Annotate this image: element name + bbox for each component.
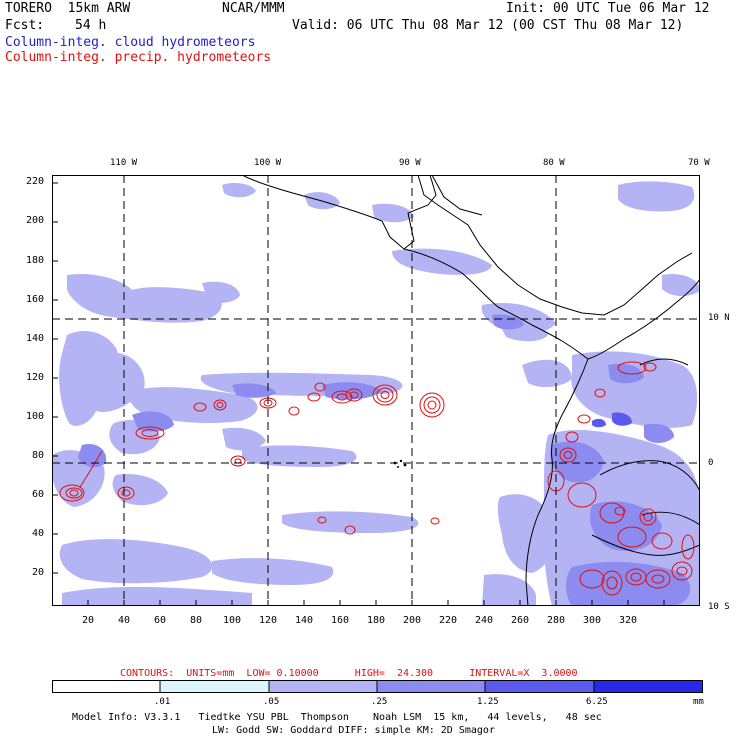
colorbar-units: mm <box>693 697 704 707</box>
y-tick-80: 80 <box>32 450 45 461</box>
cloud-shading-high <box>592 412 632 428</box>
weather-map <box>52 175 700 606</box>
colorbar-label-0: .01 <box>154 697 171 707</box>
colorbar <box>52 680 703 693</box>
lon-label-70w: 70 W <box>688 158 710 168</box>
x-tick-60: 60 <box>154 615 167 626</box>
precip-field-title: Column-integ. precip. hydrometeors <box>5 50 272 65</box>
x-tick-200: 200 <box>403 615 422 626</box>
x-tick-160: 160 <box>331 615 350 626</box>
colorbar-label-1: .05 <box>263 697 280 707</box>
y-tick-20: 20 <box>32 567 45 578</box>
colorbar-label-3: 1.25 <box>477 697 499 707</box>
colorbar-bin-1 <box>160 680 269 693</box>
colorbar-bin-4 <box>485 680 594 693</box>
colorbar-label-4: 6.25 <box>586 697 608 707</box>
x-tick-80: 80 <box>190 615 203 626</box>
lat-label-10s: 10 S <box>708 602 730 612</box>
x-tick-140: 140 <box>295 615 314 626</box>
x-tick-40: 40 <box>118 615 131 626</box>
lon-label-110w: 110 W <box>110 158 138 168</box>
y-tick-60: 60 <box>32 489 45 500</box>
init-time: Init: 00 UTC Tue 06 Mar 12 <box>506 1 710 16</box>
y-tick-220: 220 <box>26 176 45 187</box>
lat-lon-grid <box>52 175 700 606</box>
model-info: Model Info: V3.3.1 Tiedtke YSU PBL Thomp… <box>72 712 602 723</box>
x-tick-220: 220 <box>439 615 458 626</box>
y-tick-40: 40 <box>32 528 45 539</box>
lon-label-90w: 90 W <box>399 158 421 168</box>
y-tick-140: 140 <box>26 333 45 344</box>
lat-label-10n: 10 N <box>708 313 730 323</box>
y-tick-160: 160 <box>26 294 45 305</box>
axis-ticks <box>52 182 665 606</box>
y-tick-180: 180 <box>26 255 45 266</box>
x-tick-20: 20 <box>82 615 95 626</box>
x-tick-240: 240 <box>475 615 494 626</box>
x-tick-280: 280 <box>547 615 566 626</box>
x-tick-300: 300 <box>583 615 602 626</box>
x-tick-260: 260 <box>511 615 530 626</box>
lat-label-0: 0 <box>708 458 714 468</box>
x-tick-320: 320 <box>619 615 638 626</box>
cloud-shading-mid <box>78 314 691 606</box>
model-info-physics: LW: Godd SW: Goddard DIFF: simple KM: 2D… <box>212 725 495 736</box>
x-tick-180: 180 <box>367 615 386 626</box>
model-title: TORERO 15km ARW <box>5 1 131 16</box>
y-tick-120: 120 <box>26 372 45 383</box>
precip-contours <box>59 361 695 596</box>
colorbar-label-2: .25 <box>371 697 388 707</box>
y-tick-100: 100 <box>26 411 45 422</box>
cloud-field-title: Column-integ. cloud hydrometeors <box>5 35 256 50</box>
x-tick-100: 100 <box>223 615 242 626</box>
x-tick-120: 120 <box>259 615 278 626</box>
organization-label: NCAR/MMM <box>222 1 285 16</box>
contours-info: CONTOURS: UNITS=mm LOW= 0.10000 HIGH= 24… <box>120 668 578 679</box>
forecast-label: Fcst: <box>5 18 45 33</box>
lon-label-100w: 100 W <box>254 158 282 168</box>
colorbar-bin-0 <box>52 680 160 693</box>
colorbar-bin-2 <box>269 680 377 693</box>
coastline <box>241 175 700 606</box>
forecast-hours: 54 h <box>75 18 107 33</box>
valid-time: Valid: 06 UTC Thu 08 Mar 12 (00 CST Thu … <box>292 18 684 33</box>
lon-label-80w: 80 W <box>543 158 565 168</box>
colorbar-dividers <box>159 680 595 693</box>
colorbar-bin-5 <box>594 680 703 693</box>
y-tick-200: 200 <box>26 215 45 226</box>
colorbar-bin-3 <box>377 680 485 693</box>
